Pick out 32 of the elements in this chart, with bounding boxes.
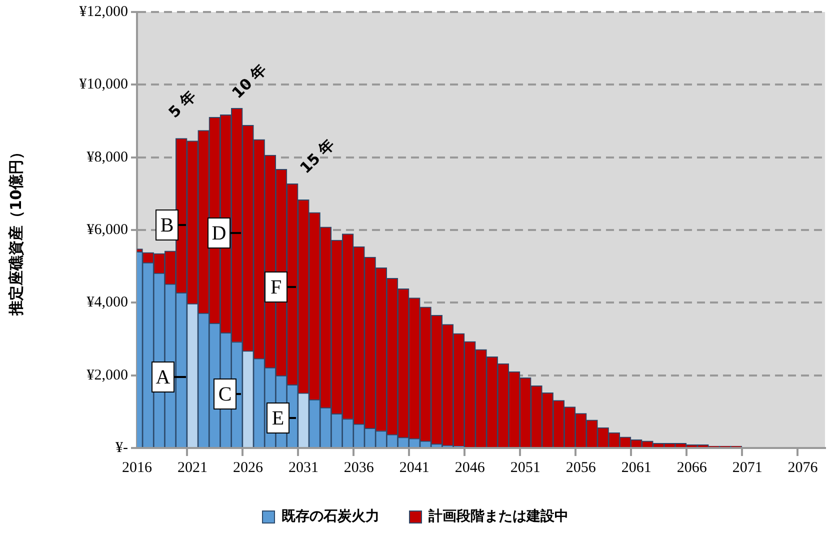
legend-label: 計画段階または建設中 — [428, 508, 568, 525]
y-tick-label: ¥- — [116, 440, 128, 456]
x-tick-label: 2046 — [454, 460, 486, 476]
annotation: D — [212, 222, 226, 244]
annotation: A — [156, 366, 171, 388]
annotation: 5 年 — [165, 87, 200, 122]
x-tick-label: 2021 — [177, 460, 208, 476]
annotation: C — [218, 383, 232, 406]
y-axis-title: 推定座礁資産（10億円） — [6, 144, 25, 316]
annotation: E — [272, 407, 284, 430]
annotation: 10 年 — [228, 60, 270, 102]
x-tick-label: 2041 — [399, 460, 430, 476]
y-tick-label: ¥12,000 — [79, 4, 128, 20]
x-tick-label: 2076 — [788, 460, 818, 476]
x-tick-label: 2031 — [288, 460, 318, 476]
x-tick-label: 2066 — [676, 460, 708, 476]
x-tick-label: 2061 — [621, 460, 652, 476]
y-tick-label: ¥10,000 — [79, 76, 128, 93]
x-tick-label: 2026 — [232, 460, 264, 476]
x-tick-label: 2056 — [566, 460, 596, 476]
y-tick-label: ¥2,000 — [86, 367, 128, 384]
annotation: B — [160, 214, 174, 236]
y-tick-label: ¥8,000 — [86, 149, 128, 166]
annotation: 15 年 — [296, 135, 338, 178]
x-tick-label: 2016 — [122, 460, 152, 476]
x-tick-label: 2036 — [344, 460, 374, 476]
legend-label: 既存の石炭火力 — [282, 508, 380, 525]
y-tick-label: ¥6,000 — [86, 222, 128, 238]
x-tick-label: 2051 — [510, 460, 540, 476]
annotation: F — [270, 276, 282, 298]
x-tick-label: 2071 — [732, 460, 762, 476]
y-tick-label: ¥4,000 — [86, 294, 128, 311]
